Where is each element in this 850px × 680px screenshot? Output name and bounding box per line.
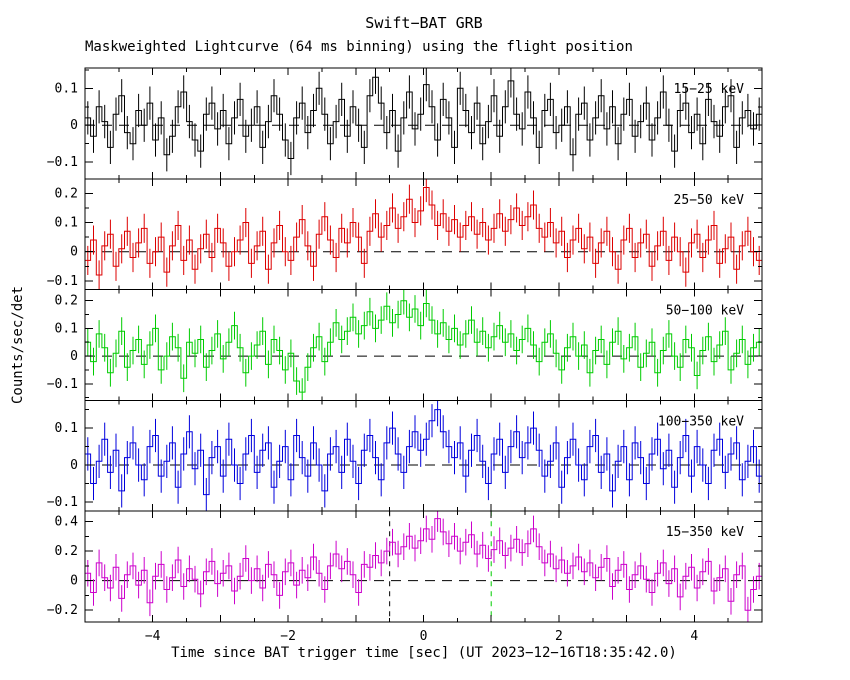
series-step <box>85 409 762 496</box>
y-tick-label: 0.1 <box>55 321 78 336</box>
y-tick-label: 0.1 <box>55 421 78 436</box>
y-tick-label: 0.2 <box>55 544 78 559</box>
panel-15−350-keV: 0.4 0.2 0 −0.2 15−350 keV −4 −2 0 2 4 <box>47 510 763 644</box>
plot-title: Swift−BAT GRB <box>365 14 482 32</box>
x-tick-label: 2 <box>555 629 563 644</box>
y-tick-label: 0.4 <box>55 515 79 530</box>
y-tick-label: 0 <box>70 574 78 589</box>
y-tick-label: −0.1 <box>47 377 78 392</box>
x-tick-label: 0 <box>420 629 428 644</box>
series-step <box>85 518 762 611</box>
series-step <box>85 76 762 159</box>
y-tick-label: 0 <box>70 458 78 473</box>
series-step <box>85 187 762 276</box>
y-tick-label: −0.1 <box>47 274 78 289</box>
y-axis-label: Counts/sec/det <box>10 286 26 404</box>
y-tick-label: −0.1 <box>47 155 78 170</box>
y-tick-label: −0.2 <box>47 603 78 618</box>
band-label: 100−350 keV <box>658 414 744 429</box>
x-tick-label: −2 <box>280 629 296 644</box>
band-label: 15−25 keV <box>674 82 745 97</box>
panel-25−50-keV: 0.2 0.1 0 −0.1 25−50 keV <box>47 178 763 291</box>
x-tick-label: −4 <box>145 629 161 644</box>
y-tick-label: 0.2 <box>55 186 78 201</box>
y-tick-label: 0.1 <box>55 81 78 96</box>
series-step <box>85 300 762 393</box>
panel-15−25-keV: 0.1 0 −0.1 15−25 keV <box>47 67 763 180</box>
x-axis-label: Time since BAT trigger time [sec] (UT 20… <box>171 645 677 661</box>
band-label: 50−100 keV <box>666 304 744 319</box>
plot-subtitle: Maskweighted Lightcurve (64 ms binning) … <box>85 39 633 55</box>
band-label: 15−350 keV <box>666 525 744 540</box>
x-tick-label: 4 <box>690 629 698 644</box>
panel-50−100-keV: 0.2 0.1 0 −0.1 50−100 keV <box>47 289 763 401</box>
y-tick-label: 0 <box>70 349 78 364</box>
band-label: 25−50 keV <box>674 193 745 208</box>
panel-100−350-keV: 0.1 0 −0.1 100−350 keV <box>47 399 763 512</box>
y-tick-label: −0.1 <box>47 495 78 510</box>
y-tick-label: 0.1 <box>55 216 78 231</box>
y-tick-label: 0.2 <box>55 294 78 309</box>
y-tick-label: 0 <box>70 118 78 133</box>
error-bars <box>87 511 760 622</box>
y-tick-label: 0 <box>70 245 78 260</box>
